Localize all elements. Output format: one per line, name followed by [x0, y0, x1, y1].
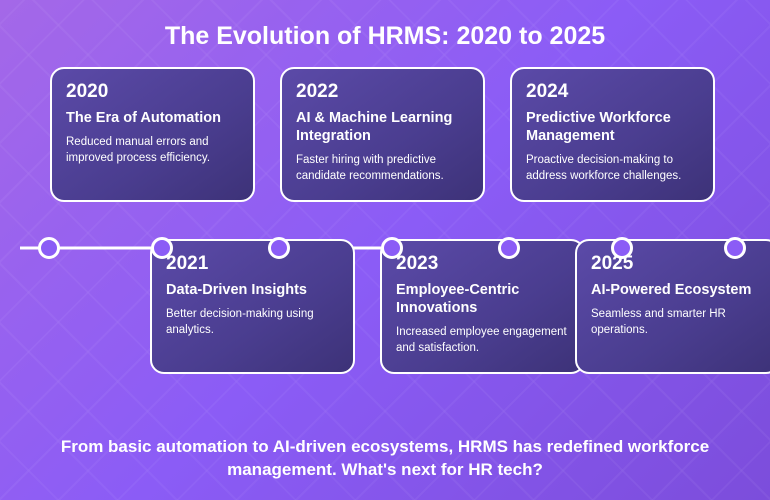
card-heading: Data-Driven Insights: [166, 281, 339, 299]
card-desc: Better decision-making using analytics.: [166, 307, 339, 338]
card-desc: Faster hiring with predictive candidate …: [296, 153, 469, 184]
timeline: 2020 The Era of Automation Reduced manua…: [20, 67, 750, 428]
card-heading: AI-Powered Ecosystem: [591, 281, 764, 299]
timeline-card-2023: 2023 Employee-Centric Innovations Increa…: [380, 239, 585, 374]
timeline-marker: [151, 237, 173, 259]
page-title: The Evolution of HRMS: 2020 to 2025: [20, 22, 750, 51]
timeline-card-2024: 2024 Predictive Workforce Management Pro…: [510, 67, 715, 202]
timeline-marker: [38, 237, 60, 259]
timeline-card-2022: 2022 AI & Machine Learning Integration F…: [280, 67, 485, 202]
timeline-marker: [724, 237, 746, 259]
timeline-marker: [611, 237, 633, 259]
card-heading: The Era of Automation: [66, 109, 239, 127]
card-year: 2023: [396, 253, 569, 275]
card-desc: Reduced manual errors and improved proce…: [66, 135, 239, 166]
card-year: 2021: [166, 253, 339, 275]
timeline-card-2021: 2021 Data-Driven Insights Better decisio…: [150, 239, 355, 374]
card-heading: Employee-Centric Innovations: [396, 281, 569, 317]
timeline-card-2025: 2025 AI-Powered Ecosystem Seamless and s…: [575, 239, 770, 374]
card-desc: Increased employee engagement and satisf…: [396, 325, 569, 356]
timeline-marker: [381, 237, 403, 259]
card-heading: AI & Machine Learning Integration: [296, 109, 469, 145]
card-desc: Seamless and smarter HR operations.: [591, 307, 764, 338]
timeline-marker: [498, 237, 520, 259]
card-year: 2022: [296, 81, 469, 103]
card-desc: Proactive decision-making to address wor…: [526, 153, 699, 184]
footer-text: From basic automation to AI-driven ecosy…: [20, 436, 750, 482]
card-year: 2024: [526, 81, 699, 103]
card-heading: Predictive Workforce Management: [526, 109, 699, 145]
timeline-card-2020: 2020 The Era of Automation Reduced manua…: [50, 67, 255, 202]
card-year: 2020: [66, 81, 239, 103]
timeline-marker: [268, 237, 290, 259]
infographic-container: The Evolution of HRMS: 2020 to 2025 2020…: [0, 0, 770, 500]
